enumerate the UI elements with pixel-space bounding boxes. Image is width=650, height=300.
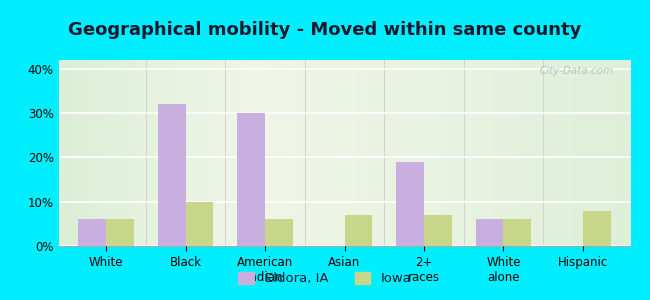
Bar	[265, 219, 293, 246]
Bar	[424, 215, 452, 246]
Bar	[106, 219, 134, 246]
Bar	[237, 113, 265, 246]
Bar	[79, 219, 106, 246]
Bar	[344, 215, 372, 246]
Bar	[396, 162, 424, 246]
Bar	[503, 219, 531, 246]
Text: City-Data.com: City-Data.com	[540, 66, 614, 76]
Text: Geographical mobility - Moved within same county: Geographical mobility - Moved within sam…	[68, 21, 582, 39]
Legend: Eldora, IA, Iowa: Eldora, IA, Iowa	[233, 266, 417, 290]
Bar	[186, 202, 213, 246]
Bar	[158, 104, 186, 246]
Bar	[476, 219, 503, 246]
Bar	[583, 211, 610, 246]
